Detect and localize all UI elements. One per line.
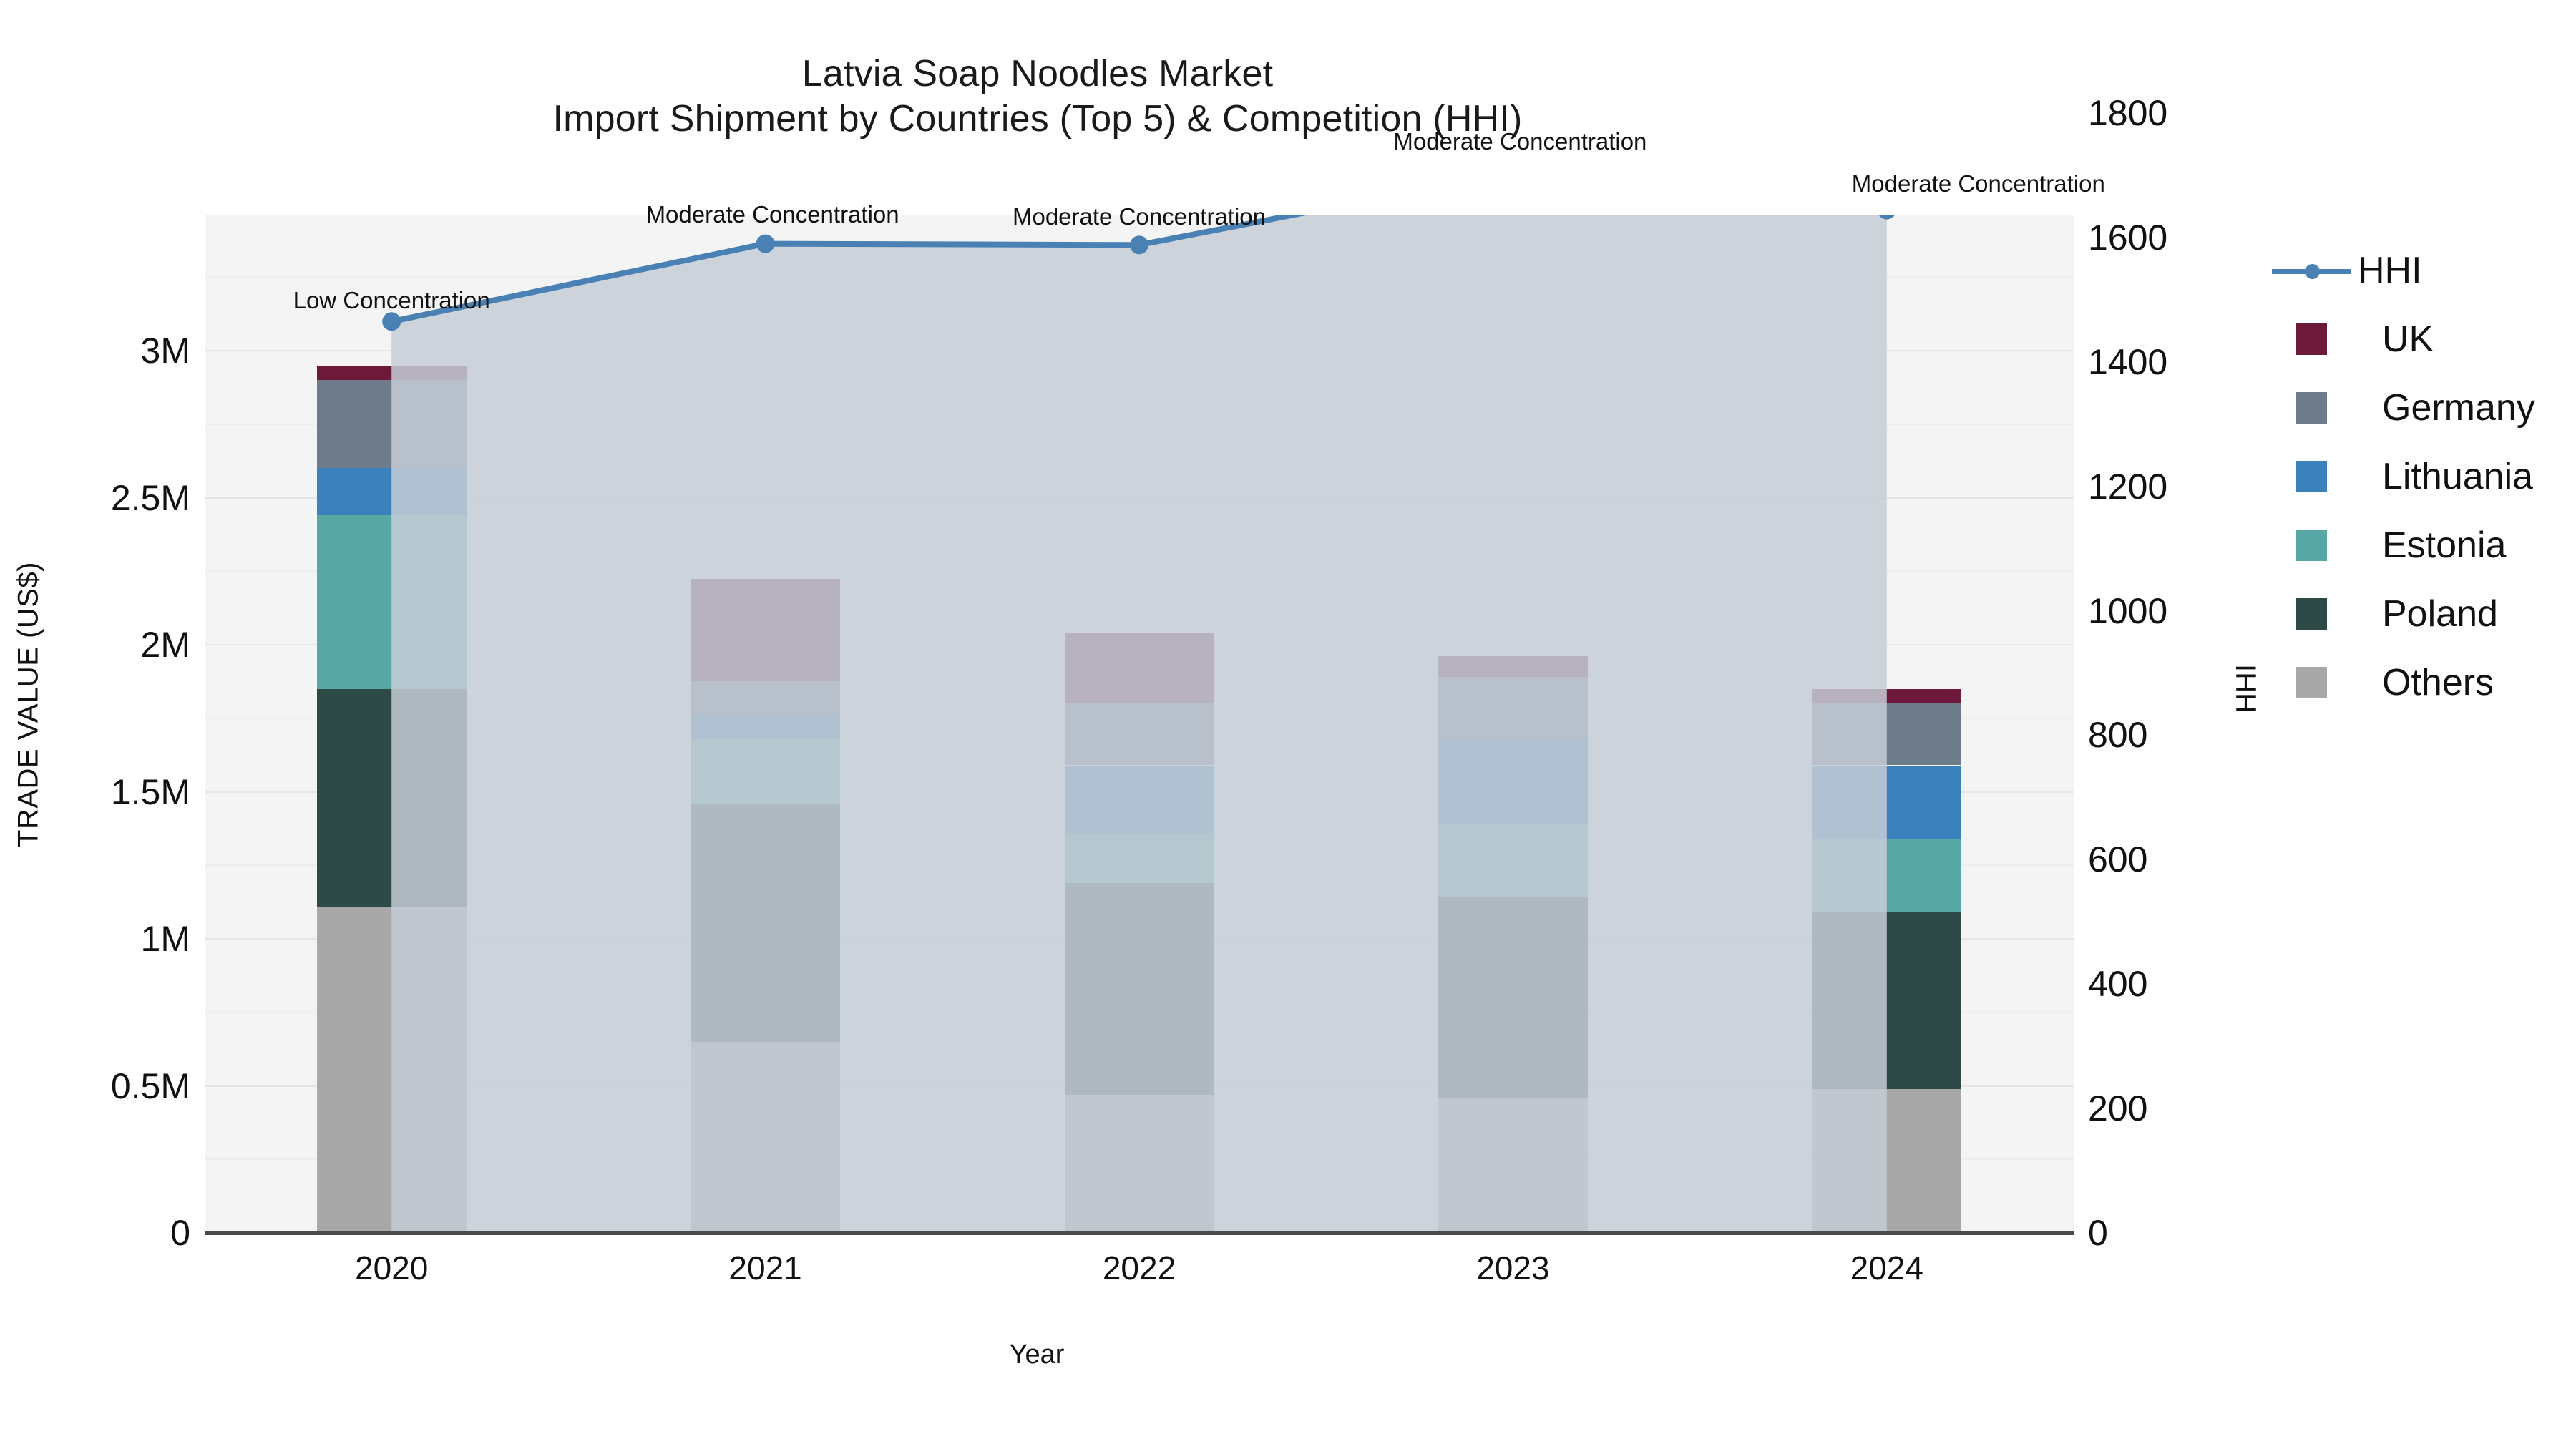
y-axis-right-tick: 1000 [2088, 590, 2168, 631]
chart-title: Latvia Soap Noodles Market Import Shipme… [0, 52, 2075, 142]
y-axis-right-tick: 600 [2088, 839, 2148, 880]
legend-label: HHI [2358, 250, 2422, 291]
legend-label: Estonia [2382, 525, 2507, 566]
y-axis-right-tick: 1200 [2088, 466, 2168, 507]
x-axis-tick-2020: 2020 [355, 1249, 429, 1287]
legend-line-swatch-icon [2272, 255, 2351, 286]
y-axis-left-tick: 0.5M [110, 1065, 190, 1106]
legend-item-hhi[interactable]: HHI [2272, 236, 2535, 305]
y-axis-left-tick: 1M [140, 919, 190, 959]
legend-swatch-icon [2296, 392, 2327, 424]
y-axis-right-tick: 0 [2088, 1213, 2108, 1253]
chart-title-line-2: Import Shipment by Countries (Top 5) & C… [552, 98, 1523, 140]
y-axis-right-tick: 800 [2088, 715, 2148, 756]
legend-swatch-icon [2296, 667, 2327, 698]
legend-label: Lithuania [2382, 456, 2534, 497]
legend-label: Others [2382, 662, 2494, 703]
x-axis-tick-2021: 2021 [728, 1249, 802, 1287]
y-axis-right-tick: 200 [2088, 1088, 2148, 1129]
legend-item-poland[interactable]: Poland [2272, 580, 2535, 648]
hhi-series [382, 215, 1896, 1233]
y-axis-left-tick: 1.5M [110, 771, 190, 812]
legend-label: UK [2382, 318, 2434, 360]
legend-swatch-icon [2296, 461, 2327, 492]
y-axis-left-tick: 2M [140, 625, 190, 665]
legend-swatch-icon [2296, 530, 2327, 561]
legend-item-estonia[interactable]: Estonia [2272, 511, 2535, 580]
hhi-marker-2021[interactable] [756, 234, 775, 253]
annotation-2024: Moderate Concentration [1851, 170, 2105, 197]
legend: HHI UK Germany Lithuania Estonia Poland Others [2272, 236, 2535, 717]
bar-2020[interactable] [316, 215, 467, 1233]
legend-swatch-icon [2296, 323, 2327, 355]
y-axis-left-tick: 3M [140, 331, 190, 371]
y-axis-right-tick: 1600 [2088, 217, 2168, 258]
annotation-2020: Low Concentration [293, 287, 490, 314]
annotation-2021: Moderate Concentration [645, 200, 899, 228]
hhi-markers [382, 215, 1896, 331]
plot-clip [205, 215, 2074, 1233]
x-axis-tick-2022: 2022 [1102, 1249, 1176, 1287]
x-axis-tick-2023: 2023 [1476, 1249, 1550, 1287]
annotation-2022: Moderate Concentration [1012, 203, 1267, 230]
hhi-marker-2024[interactable] [1878, 215, 1896, 220]
y-axis-right-tick: 1800 [2088, 93, 2168, 133]
legend-item-others[interactable]: Others [2272, 648, 2535, 717]
hhi-area-fill [391, 215, 1887, 1233]
y-axis-right-tick: 1400 [2088, 341, 2168, 382]
y-axis-left-tick: 0 [170, 1213, 190, 1253]
y-axis-left-ticks: 0 0.5M 1M 1.5M 2M 2.5M 3M [0, 0, 190, 1449]
x-axis-title: Year [1009, 1340, 1065, 1370]
plot-area: Low Concentration Moderate Concentration M… [205, 128, 2105, 1233]
y-axis-right-tick: 400 [2088, 964, 2148, 1005]
y-axis-left-tick: 2.5M [110, 477, 190, 518]
legend-item-uk[interactable]: UK [2272, 305, 2535, 374]
legend-label: Poland [2382, 593, 2498, 635]
legend-item-lithuania[interactable]: Lithuania [2272, 442, 2535, 511]
y-axis-right-title: HHI [2230, 664, 2263, 713]
hhi-marker-2022[interactable] [1130, 235, 1148, 255]
annotation-2023: Moderate Concentration [1393, 127, 1647, 155]
chart-title-line-1: Latvia Soap Noodles Market [801, 53, 1274, 94]
hhi-marker-2020[interactable] [382, 312, 401, 331]
x-axis-tick-2024: 2024 [1850, 1249, 1923, 1287]
legend-item-germany[interactable]: Germany [2272, 374, 2535, 442]
legend-swatch-icon [2296, 598, 2327, 630]
y-axis-left-title: TRADE VALUE (US$) [12, 562, 44, 847]
legend-label: Germany [2382, 387, 2535, 429]
x-axis-line [205, 1231, 2074, 1235]
